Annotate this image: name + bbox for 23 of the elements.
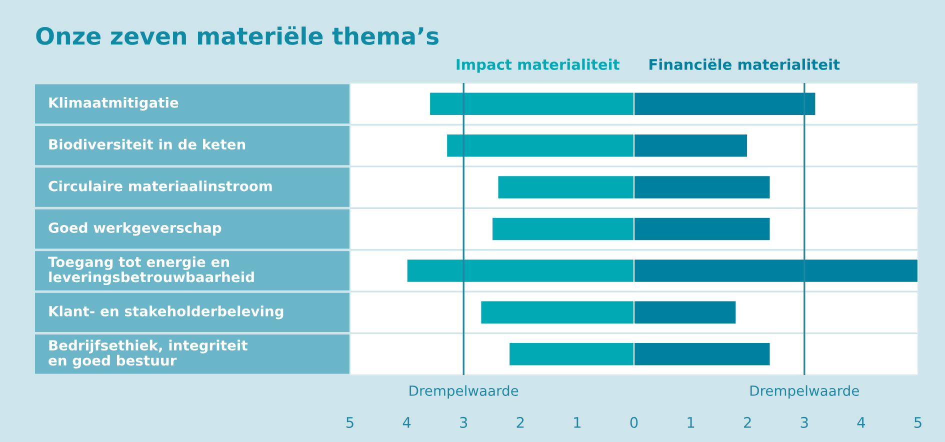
x-tick-label: 2 (516, 416, 524, 428)
y-tick-label: Circulaire materiaalinstroom (48, 180, 272, 192)
x-tick-label: 2 (744, 416, 751, 428)
y-tick-label: Biodiversiteit in de keten (49, 138, 246, 150)
series-label: Impact materialiteit (456, 58, 620, 73)
y-tick-label: Klant- en stakeholderbeleving (49, 306, 284, 320)
x-tick-label: 3 (460, 416, 468, 428)
ref-line-label: Drempelwaarde (750, 385, 859, 399)
y-tick-label: Toegang tot energie en leveringsbetrouwbaarheid (48, 256, 254, 286)
x-tick-label: 5 (346, 417, 354, 428)
y-tick-label: Bedrijfsethiek, integriteit en goed bestuur (48, 340, 248, 368)
y-tick-label: Goed werkgeverschap (48, 222, 222, 236)
x-tick-label: 1 (574, 417, 580, 428)
x-tick-label: 0 (630, 416, 638, 428)
ref-line-label: Drempelwaarde (410, 385, 518, 399)
series-label: Financiële materialiteit (650, 58, 840, 70)
x-tick-label: 1 (688, 417, 694, 428)
y-tick-label: Klimaatmitigatie (49, 97, 178, 111)
chart-title: Onze zeven materiële thema’s (36, 26, 439, 45)
x-tick-label: 5 (914, 417, 922, 428)
x-tick-label: 3 (800, 416, 808, 428)
x-tick-label: 4 (402, 417, 411, 428)
x-tick-label: 4 (857, 417, 866, 428)
